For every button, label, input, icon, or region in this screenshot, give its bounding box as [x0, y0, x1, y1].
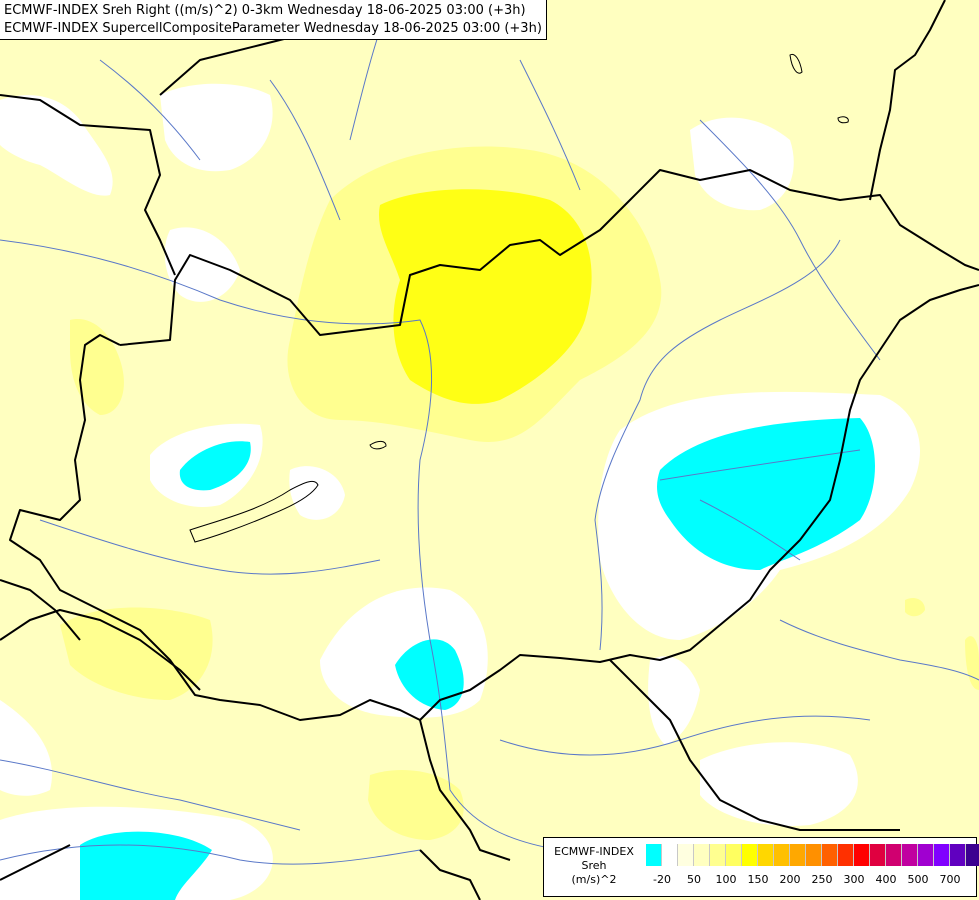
lake-small-north [789, 53, 803, 74]
legend-swatch [902, 844, 918, 866]
river-north-3 [99, 59, 201, 161]
light-yellow-dot-east [905, 598, 925, 617]
map-title-box: ECMWF-INDEX Sreh Right ((m/s)^2) 0-3km W… [0, 0, 547, 40]
legend-label: ECMWF-INDEX Sreh (m/s)^2 [546, 845, 642, 887]
cyan-region-west [179, 441, 251, 491]
light-yellow-west [70, 319, 124, 415]
white-region-center-lake [289, 466, 345, 520]
legend-swatch [678, 844, 694, 866]
legend-swatch [806, 844, 822, 866]
river-northeast [699, 119, 881, 361]
legend-swatch [646, 844, 662, 866]
legend-label-line-2: Sreh [581, 859, 607, 872]
map-title-line-1: ECMWF-INDEX Sreh Right ((m/s)^2) 0-3km W… [4, 3, 526, 18]
map-title-line-2: ECMWF-INDEX SupercellCompositeParameter … [4, 21, 542, 36]
color-legend: ECMWF-INDEX Sreh (m/s)^2 -20 50 100 150 200 2… [543, 837, 979, 897]
river-sava [0, 844, 421, 865]
river-north-1 [269, 79, 341, 221]
legend-swatch [790, 844, 806, 866]
legend-tick-label: 200 [779, 873, 801, 886]
border-ukraine [869, 0, 946, 201]
border-sw [0, 844, 71, 881]
legend-swatch [934, 844, 950, 866]
river-danube [0, 239, 561, 851]
river-east-3 [779, 619, 979, 681]
legend-label-line-1: ECMWF-INDEX [554, 845, 634, 858]
legend-tick-label: 50 [687, 873, 701, 886]
border-czech-austria [0, 94, 176, 276]
legend-swatch [758, 844, 774, 866]
lake-small-ne [837, 116, 849, 124]
white-region-north-2 [164, 227, 240, 302]
river-west-1 [39, 519, 381, 575]
legend-swatch [662, 844, 678, 866]
river-north-2 [519, 59, 581, 191]
lakes [189, 53, 849, 543]
border-croatia-bosnia [0, 609, 201, 691]
light-yellow-edge-east [965, 636, 979, 690]
border-croatia-serbia [419, 719, 511, 861]
legend-ticks: -20 50 100 150 200 250 300 400 500 700 [646, 873, 976, 889]
legend-swatch [742, 844, 758, 866]
legend-swatch [774, 844, 790, 866]
river-east-1 [659, 449, 861, 481]
legend-swatch [886, 844, 902, 866]
cyan-region-south [395, 639, 464, 710]
legend-tick-label: 100 [715, 873, 737, 886]
legend-swatch [726, 844, 742, 866]
white-region-southwest [0, 700, 52, 796]
legend-tick-label: -20 [653, 873, 671, 886]
yellow-regions [379, 189, 592, 404]
river-southwest [0, 759, 301, 831]
legend-label-line-3: (m/s)^2 [571, 873, 617, 886]
river-east-2 [699, 499, 801, 561]
light-yellow-southwest [60, 607, 213, 700]
river-tisza [594, 239, 841, 651]
lake-small-1 [369, 440, 387, 450]
legend-swatches [646, 844, 979, 866]
legend-tick-label: 500 [907, 873, 929, 886]
legend-swatch [918, 844, 934, 866]
legend-swatch [822, 844, 838, 866]
legend-tick-label: 300 [843, 873, 865, 886]
border-slovakia-hungary [119, 169, 979, 346]
legend-tick-label: 150 [747, 873, 769, 886]
border-romania-serbia [609, 659, 900, 831]
border-bosnia-serbia [419, 849, 481, 900]
legend-swatch [710, 844, 726, 866]
border-austria-hungary [9, 334, 421, 721]
legend-swatch [694, 844, 710, 866]
legend-swatch [966, 844, 979, 866]
border-hungary-serbia-croatia [419, 284, 979, 721]
legend-swatch [870, 844, 886, 866]
legend-swatch [854, 844, 870, 866]
white-region-southeast [648, 656, 700, 745]
border-slovenia [0, 579, 81, 641]
legend-swatch [950, 844, 966, 866]
white-region-east-bottom [700, 742, 858, 826]
white-region-northeast [690, 117, 794, 211]
white-region-northwest [0, 95, 113, 196]
white-region-north-1 [160, 83, 273, 172]
yellow-core-north [379, 189, 592, 404]
legend-tick-label: 250 [811, 873, 833, 886]
lake-balaton [189, 480, 319, 543]
legend-tick-label: 700 [939, 873, 961, 886]
legend-swatch [838, 844, 854, 866]
legend-tick-label: 400 [875, 873, 897, 886]
